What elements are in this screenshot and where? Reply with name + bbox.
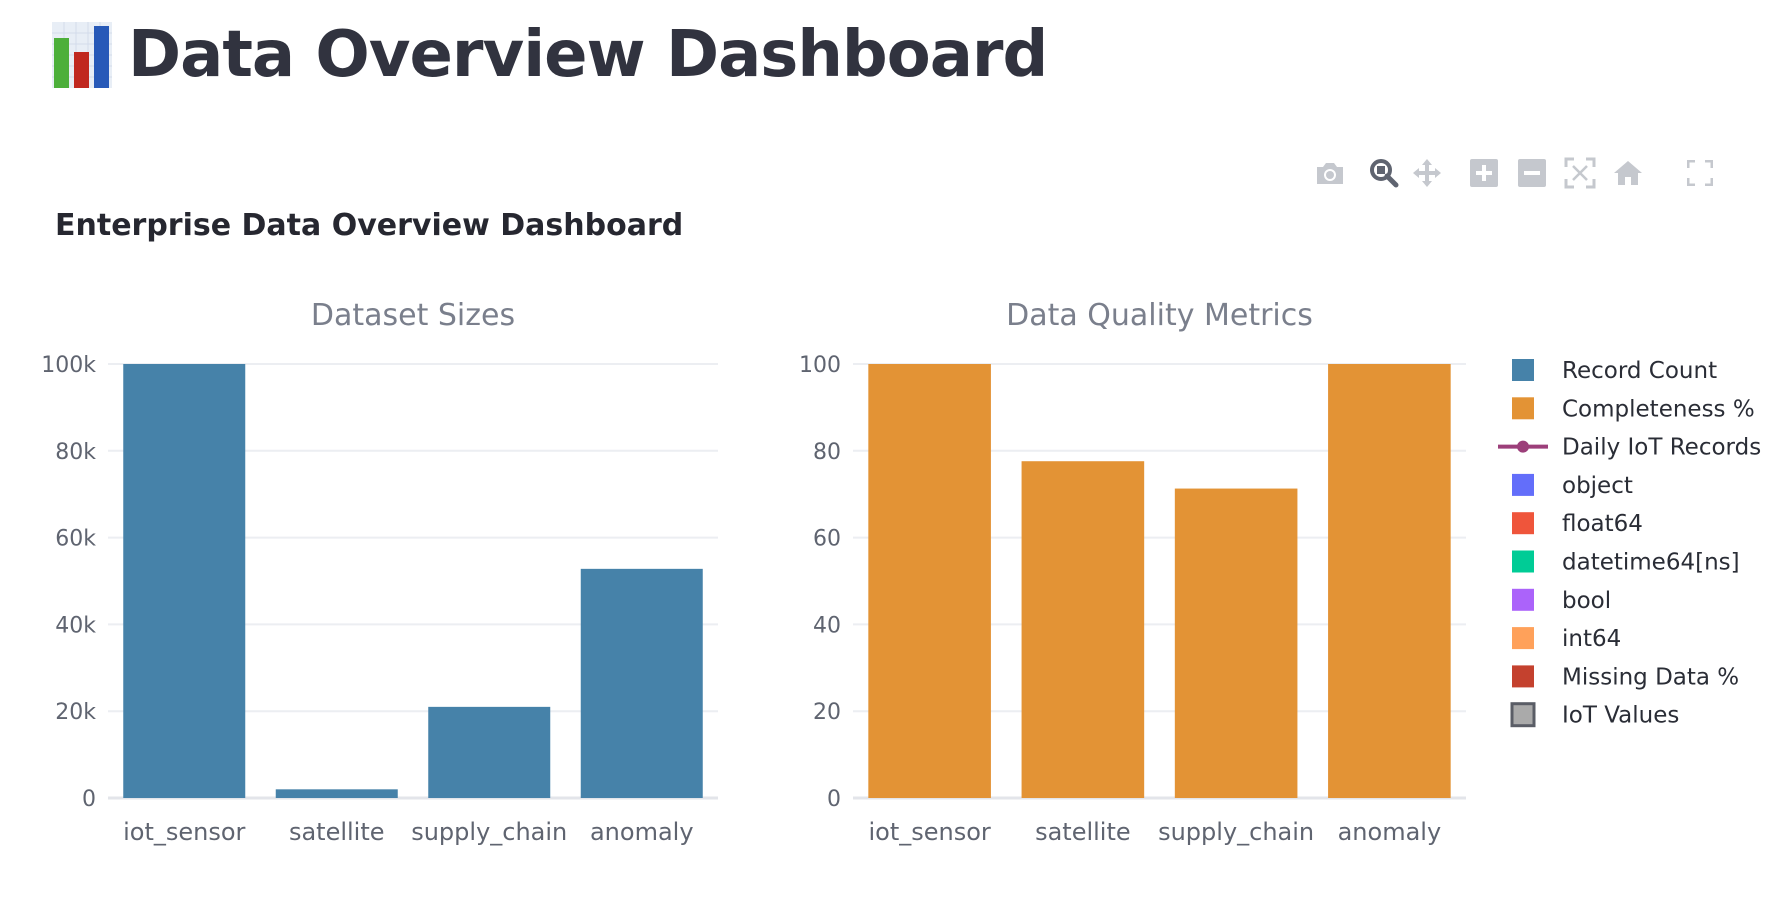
x-tick-label: satellite — [1035, 818, 1131, 846]
legend-label: IoT Values — [1562, 703, 1679, 729]
legend-label: int64 — [1562, 626, 1621, 652]
pan-icon[interactable] — [1407, 150, 1447, 196]
bar — [275, 789, 398, 798]
legend-label: Missing Data % — [1562, 664, 1739, 690]
legend-swatch — [1512, 550, 1534, 573]
legend-label: datetime64[ns] — [1562, 550, 1740, 576]
bar — [580, 568, 703, 798]
zoom-out-icon[interactable] — [1512, 150, 1552, 196]
zoom-in-icon[interactable] — [1464, 150, 1504, 196]
y-tick-label: 40 — [813, 613, 841, 638]
legend-swatch — [1512, 397, 1534, 420]
y-tick-label: 20k — [55, 700, 96, 725]
legend-label: Record Count — [1562, 358, 1717, 384]
autoscale-icon[interactable] — [1560, 150, 1600, 196]
x-tick-label: iot_sensor — [868, 818, 990, 846]
legend-label: Completeness % — [1562, 396, 1755, 422]
y-tick-label: 40k — [55, 613, 96, 638]
bar-chart-emoji-icon — [52, 22, 112, 88]
legend-label: object — [1562, 473, 1633, 499]
page-header: Data Overview Dashboard — [52, 18, 1048, 92]
subplot-title: Data Quality Metrics — [1006, 298, 1313, 333]
y-tick-label: 80k — [55, 440, 96, 465]
y-tick-label: 100k — [41, 353, 96, 378]
bar — [1328, 364, 1451, 798]
x-tick-label: anomaly — [1338, 818, 1442, 846]
x-tick-label: supply_chain — [1158, 818, 1314, 846]
x-tick-label: satellite — [289, 818, 385, 846]
chart-title: Enterprise Data Overview Dashboard — [55, 208, 684, 243]
chart-toolbar — [1310, 150, 1750, 196]
legend-swatch — [1512, 665, 1534, 688]
bar — [428, 706, 551, 798]
legend-swatch — [1512, 359, 1534, 381]
legend-label: bool — [1562, 588, 1611, 614]
bar — [868, 364, 991, 798]
legend-marker — [1517, 440, 1529, 453]
x-tick-label: iot_sensor — [123, 818, 245, 846]
bar — [123, 364, 246, 798]
legend-swatch — [1512, 473, 1534, 496]
x-tick-label: anomaly — [590, 818, 694, 846]
y-tick-label: 100 — [799, 353, 841, 378]
y-tick-label: 60k — [55, 527, 96, 552]
home-icon[interactable] — [1608, 150, 1648, 196]
y-tick-label: 80 — [813, 440, 841, 465]
legend-label: Daily IoT Records — [1562, 435, 1761, 461]
fullscreen-icon[interactable] — [1680, 150, 1720, 196]
subplot-title: Dataset Sizes — [311, 298, 515, 333]
y-tick-label: 0 — [827, 787, 841, 812]
legend-swatch — [1512, 627, 1534, 650]
camera-icon[interactable] — [1310, 150, 1350, 196]
page-title: Data Overview Dashboard — [128, 18, 1048, 92]
zoom-icon[interactable] — [1364, 150, 1404, 196]
legend-swatch — [1512, 588, 1534, 611]
legend-label: float64 — [1562, 511, 1643, 537]
legend-swatch — [1512, 512, 1534, 535]
legend-swatch — [1510, 702, 1536, 728]
y-tick-label: 20 — [813, 700, 841, 725]
bar — [1174, 488, 1298, 798]
y-tick-label: 0 — [82, 787, 96, 812]
bar — [1021, 461, 1145, 798]
x-tick-label: supply_chain — [411, 818, 567, 846]
y-tick-label: 60 — [813, 527, 841, 552]
